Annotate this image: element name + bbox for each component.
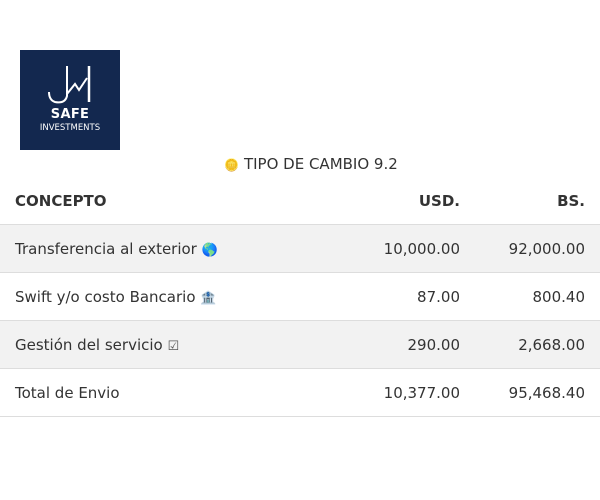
checkbox-icon: ☑ <box>167 338 180 354</box>
coin-icon: 🪙 <box>224 158 240 172</box>
table-row: Swift y/o costo Bancario 🏦 87.00 800.40 <box>0 272 600 321</box>
company-logo: SAFE INVESTMENTS <box>20 50 120 150</box>
row-concept: Swift y/o costo Bancario 🏦 <box>0 272 295 321</box>
cost-table: CONCEPTO USD. BS. Transferencia al exter… <box>0 177 600 417</box>
logo-text-safe: SAFE <box>50 107 90 122</box>
row-bs: 95,468.40 <box>460 368 600 417</box>
bank-icon: 🏦 <box>200 290 217 306</box>
exchange-rate-label: TIPO DE CAMBIO 9.2 <box>243 155 398 173</box>
row-bs: 800.40 <box>460 272 600 321</box>
row-concept: Transferencia al exterior 🌎 <box>0 224 295 273</box>
row-usd: 290.00 <box>295 320 460 369</box>
row-concept: Total de Envio <box>0 368 295 417</box>
row-usd: 87.00 <box>295 272 460 321</box>
table-row-total: Total de Envio 10,377.00 95,468.40 <box>0 368 600 417</box>
row-usd: 10,000.00 <box>295 224 460 273</box>
table-row: Gestión del servicio ☑ 290.00 2,668.00 <box>0 320 600 369</box>
row-concept: Gestión del servicio ☑ <box>0 320 295 369</box>
globe-icon: 🌎 <box>201 242 218 258</box>
table-header-row: CONCEPTO USD. BS. <box>0 177 600 225</box>
concept-label: Swift y/o costo Bancario <box>15 287 196 306</box>
table-row: Transferencia al exterior 🌎 10,000.00 92… <box>0 224 600 273</box>
row-bs: 92,000.00 <box>460 224 600 273</box>
row-usd: 10,377.00 <box>295 368 460 417</box>
concept-label: Gestión del servicio <box>15 335 163 354</box>
exchange-rate: 🪙 TIPO DE CAMBIO 9.2 <box>0 155 600 173</box>
header-concept: CONCEPTO <box>0 177 295 225</box>
header-usd: USD. <box>295 177 460 225</box>
logo-text-investments: INVESTMENTS <box>39 123 101 133</box>
concept-label: Transferencia al exterior <box>15 239 197 258</box>
logo-mark-icon <box>48 66 91 104</box>
row-bs: 2,668.00 <box>460 320 600 369</box>
header-bs: BS. <box>460 177 600 225</box>
